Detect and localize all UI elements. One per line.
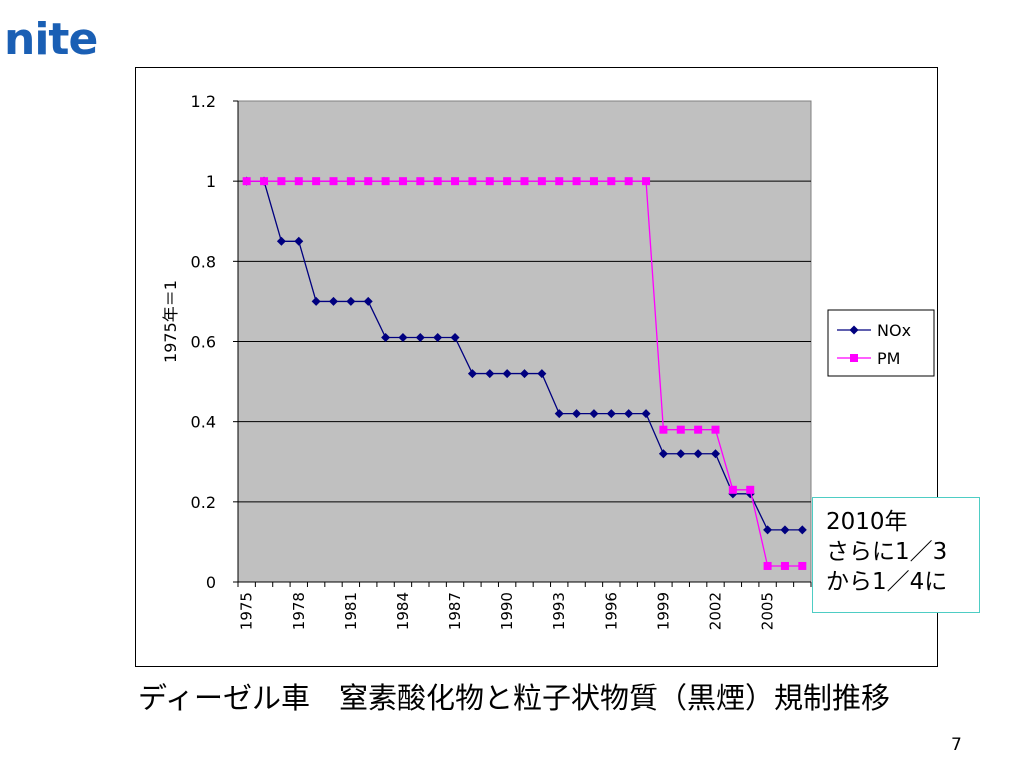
data-point-nox: [381, 332, 391, 342]
data-point-nox: [554, 409, 564, 419]
data-point-pm: [607, 177, 616, 186]
data-point-pm: [381, 177, 390, 186]
legend-box: [827, 309, 935, 377]
data-point-nox: [311, 296, 321, 306]
data-point-pm: [642, 177, 651, 186]
annotation-line-2: さらに1／3: [826, 539, 948, 565]
data-point-nox: [294, 236, 304, 246]
x-tick-label: 1984: [394, 592, 412, 630]
x-tick-label: 1990: [498, 592, 516, 630]
legend-marker: [850, 354, 858, 362]
data-point-nox: [711, 449, 720, 459]
y-tick-label: 1: [206, 172, 216, 191]
data-point-nox: [363, 296, 373, 306]
data-point-nox: [693, 449, 703, 459]
data-point-nox: [329, 296, 338, 306]
x-tick-label: 1978: [290, 592, 308, 630]
data-point-pm: [555, 177, 564, 186]
legend-label: NOx: [877, 321, 911, 340]
data-point-pm: [485, 177, 494, 186]
data-point-pm: [277, 177, 286, 186]
annotation-line-3: から1／4に: [826, 569, 948, 595]
data-point-nox: [520, 369, 529, 379]
data-point-nox: [676, 449, 686, 459]
x-tick-label: 1987: [446, 592, 464, 630]
data-point-nox: [797, 525, 807, 535]
legend: NOx PM: [827, 309, 935, 377]
data-point-nox: [658, 449, 668, 459]
data-point-pm: [503, 177, 512, 186]
data-point-nox: [624, 409, 634, 419]
data-point-nox: [763, 525, 773, 535]
data-point-pm: [520, 177, 529, 186]
data-point-nox: [572, 409, 582, 419]
data-point-pm: [798, 561, 807, 570]
data-point-pm: [468, 177, 477, 186]
data-point-pm: [329, 177, 338, 186]
data-point-pm: [312, 177, 321, 186]
y-axis-title: 1975年＝1: [161, 280, 180, 363]
data-point-nox: [467, 369, 477, 379]
legend-marker: [849, 325, 859, 335]
data-point-pm: [294, 177, 303, 186]
data-point-pm: [416, 177, 425, 186]
data-point-pm: [398, 177, 407, 186]
data-point-pm: [537, 177, 546, 186]
data-point-nox: [485, 369, 495, 379]
data-point-pm: [780, 561, 789, 570]
y-tick-label: 1.2: [191, 92, 216, 111]
data-point-nox: [641, 409, 651, 419]
data-point-pm: [659, 425, 668, 434]
data-point-nox: [415, 332, 425, 342]
data-point-pm: [746, 485, 755, 494]
data-point-pm: [451, 177, 460, 186]
x-tick-label: 1996: [602, 592, 620, 630]
data-point-nox: [433, 332, 443, 342]
data-point-pm: [242, 177, 251, 186]
data-point-nox: [537, 369, 547, 379]
data-point-nox: [276, 236, 286, 246]
x-tick-label: 1975: [238, 592, 256, 630]
data-point-nox: [589, 409, 599, 419]
y-tick-label: 0.4: [191, 413, 216, 432]
x-tick-label: 1981: [342, 592, 360, 630]
y-tick-label: 0.8: [191, 252, 216, 271]
x-tick-label: 2002: [707, 592, 725, 630]
page-number: 7: [951, 735, 962, 755]
data-point-pm: [711, 425, 720, 434]
data-point-pm: [624, 177, 633, 186]
slide-caption: ディーゼル車 窒素酸化物と粒子状物質（黒煙）規制推移: [138, 681, 890, 715]
data-point-pm: [694, 425, 703, 434]
data-point-nox: [450, 332, 460, 342]
data-point-pm: [364, 177, 373, 186]
data-point-pm: [346, 177, 355, 186]
data-point-pm: [260, 177, 269, 186]
x-tick-label: 2005: [759, 592, 777, 630]
nite-logo: nite: [4, 14, 98, 65]
chart-frame: 0 0.2 0.4 0.6 0.8 1 1.2 1975 1978 1981 1984 1987 199…: [135, 67, 938, 667]
data-point-nox: [780, 525, 790, 535]
data-point-nox: [502, 369, 512, 379]
data-point-pm: [676, 425, 685, 434]
annotation-line-1: 2010年: [826, 509, 908, 535]
data-point-nox: [346, 296, 356, 306]
x-tick-label: 1993: [550, 592, 568, 630]
data-point-pm: [763, 561, 772, 570]
y-tick-label: 0: [206, 573, 216, 592]
data-point-nox: [398, 332, 408, 342]
data-point-pm: [589, 177, 598, 186]
y-tick-label: 0.6: [191, 333, 216, 352]
legend-label: PM: [877, 349, 900, 368]
x-tick-label: 1999: [654, 592, 672, 630]
data-point-pm: [728, 485, 737, 494]
data-point-nox: [606, 409, 616, 419]
data-point-pm: [433, 177, 442, 186]
line-chart: 0 0.2 0.4 0.6 0.8 1 1.2 1975 1978 1981 1984 1987 199…: [161, 92, 935, 630]
data-point-pm: [572, 177, 581, 186]
y-tick-label: 0.2: [191, 493, 216, 512]
annotation-box: 2010年 さらに1／3 から1／4に: [812, 497, 980, 613]
